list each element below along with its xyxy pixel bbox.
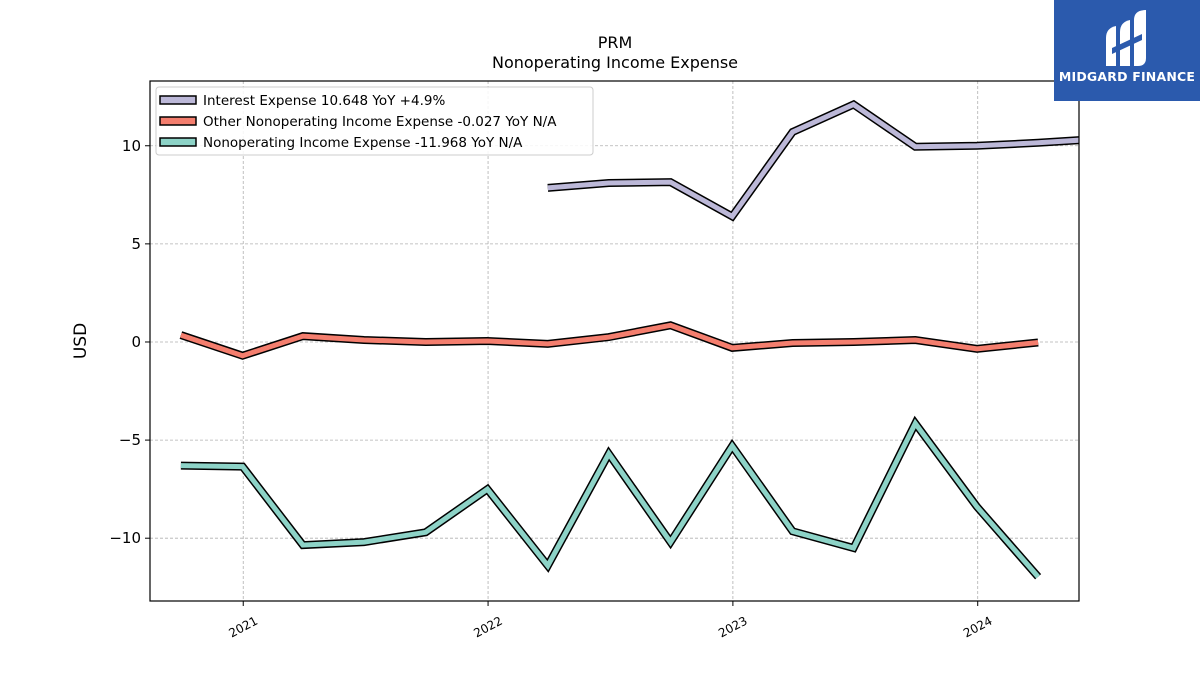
legend-label: Other Nonoperating Income Expense -0.027… [203, 114, 557, 130]
legend: Interest Expense 10.648 YoY +4.9% Other N… [155, 86, 594, 156]
legend-swatch [159, 137, 197, 147]
midgard-logo-icon [1106, 10, 1146, 66]
x-tick-label: 2021 [226, 614, 260, 641]
y-tick-label: −10 [109, 529, 141, 547]
x-tick-label: 2023 [716, 614, 750, 641]
chart-title: PRM [598, 33, 633, 52]
brand-name: MIDGARD FINANCE [1058, 69, 1196, 84]
x-tick-label: 2022 [471, 614, 505, 641]
y-tick-label: 10 [122, 137, 141, 155]
series-lines [179, 99, 1079, 580]
y-tick-label: −5 [119, 431, 141, 449]
y-tick-label: 0 [131, 333, 141, 351]
legend-box [155, 86, 594, 156]
y-tick-label: 5 [131, 235, 141, 253]
series-nonoperating-income-expense [180, 415, 1042, 580]
legend-label: Interest Expense 10.648 YoY +4.9% [203, 93, 445, 109]
plot-frame [149, 80, 1080, 602]
series-line [180, 418, 1040, 579]
series-interest-expense [547, 99, 1079, 222]
x-tick-label: 2024 [961, 614, 995, 641]
y-axis-label: USD [71, 323, 91, 359]
series-line [547, 101, 1079, 220]
legend-swatch [159, 116, 197, 126]
legend-label: Nonoperating Income Expense -11.968 YoY … [203, 135, 523, 151]
chart-subtitle: Nonoperating Income Expense [492, 53, 738, 72]
series-other-nonoperating-income-expense [179, 321, 1039, 360]
series-line-outline [180, 415, 1042, 580]
brand-logo: MIDGARD FINANCE [1054, 0, 1200, 101]
legend-swatch [159, 95, 197, 105]
